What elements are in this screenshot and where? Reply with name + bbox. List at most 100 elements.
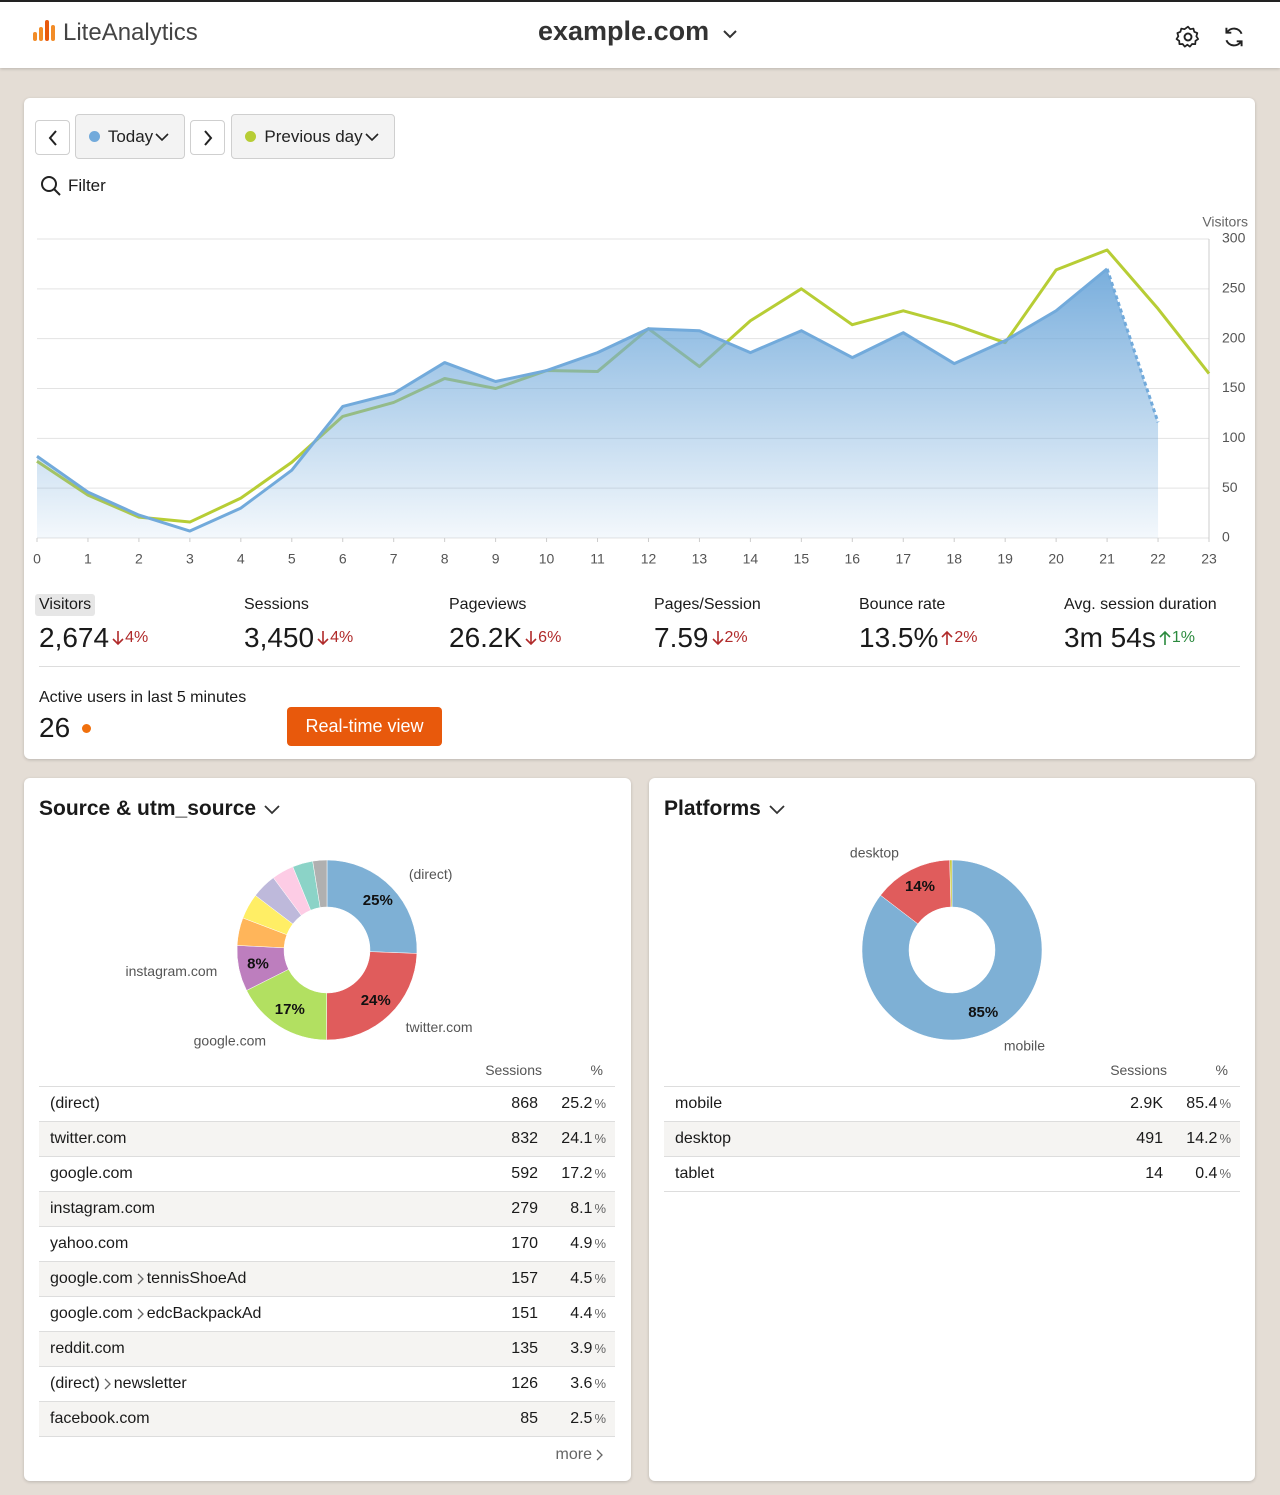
source-title[interactable]: Source & utm_source [39, 797, 284, 821]
metric-label: Pageviews [449, 596, 527, 613]
sessions-cell: 157 [511, 1270, 538, 1287]
row-name: (direct) newsletter [50, 1375, 187, 1393]
percent-value: 8.1 [570, 1200, 593, 1217]
percent-value: 4.9 [570, 1235, 593, 1252]
refresh-button[interactable] [1221, 24, 1247, 50]
divider [39, 666, 1240, 667]
name-part: tennisShoeAd [146, 1270, 247, 1287]
slice-value-label: 14% [905, 878, 935, 895]
arrow [317, 631, 329, 646]
chevron-right [203, 129, 212, 146]
percent-unit: % [1219, 1131, 1231, 1146]
arrow [711, 631, 724, 646]
name-part: google.com [50, 1165, 133, 1182]
x-tick-label: 16 [845, 551, 861, 567]
sessions-cell: 868 [511, 1095, 538, 1112]
row-name: (direct) [50, 1095, 100, 1113]
active-value-row: 26 [39, 712, 92, 744]
realtime-button[interactable]: Real-time view [287, 707, 442, 746]
percent-value: 17.2 [561, 1165, 593, 1182]
donut-slice [861, 859, 1043, 1041]
x-tick-label: 5 [288, 551, 296, 567]
compare-label: Previous day [264, 126, 363, 146]
table-row: mobile 2.9K 85.4% [664, 1086, 1240, 1121]
percent-value: 85.4 [1186, 1095, 1218, 1112]
donut-slice [326, 951, 418, 1041]
row-name: facebook.com [50, 1410, 150, 1428]
series-dot [88, 131, 100, 142]
x-tick-label: 22 [1150, 551, 1166, 567]
metric: Pages/Session 7.59 2% [654, 594, 859, 654]
metric-label: Bounce rate [859, 596, 946, 613]
percent-unit: % [594, 1201, 606, 1216]
next-period-button[interactable] [190, 120, 225, 155]
percent-value: 24.1 [561, 1130, 593, 1147]
slice-value-label: 8% [247, 955, 269, 972]
chevron [264, 805, 280, 815]
percent-unit: % [594, 1411, 606, 1426]
x-tick-label: 7 [390, 551, 398, 567]
table-row: facebook.com 85 2.5% [39, 1401, 615, 1436]
name-part: desktop [675, 1130, 732, 1147]
sessions-cell: 2.9K [1130, 1095, 1163, 1112]
metric-label: Visitors [35, 594, 96, 616]
metric-change: 1% [1171, 629, 1195, 646]
metric-value-row: 13.5% 2% [859, 622, 1064, 654]
percent-value: 4.4 [570, 1305, 593, 1322]
percent-cell: 3.6% [570, 1375, 606, 1393]
y-tick-label: 100 [1222, 429, 1246, 445]
name-part: tablet [675, 1165, 715, 1182]
name-part: google.com [50, 1305, 133, 1322]
site-selector[interactable]: example.com [538, 16, 710, 46]
trend-arrow [112, 631, 124, 646]
arrow [112, 631, 124, 646]
metric: Avg. session duration 3m 54s 1% [1064, 594, 1269, 654]
logo-icon [33, 20, 55, 41]
compare-selector[interactable]: Previous day [231, 114, 395, 159]
metric-value-row: 7.59 2% [654, 622, 859, 654]
y-tick-label: 300 [1222, 230, 1246, 246]
percent-unit: % [594, 1131, 606, 1146]
trend-arrow [941, 630, 953, 645]
table-row: twitter.com 832 24.1% [39, 1121, 615, 1156]
name-part: mobile [675, 1095, 723, 1112]
percent-value: 0.4 [1195, 1165, 1218, 1182]
more-link[interactable]: more [556, 1446, 606, 1464]
sessions-cell: 279 [511, 1200, 538, 1217]
table-row: instagram.com 279 8.1% [39, 1191, 615, 1226]
metric-value-row: 26.2K 6% [449, 622, 654, 654]
chevron-path [137, 1273, 144, 1285]
x-tick-label: 15 [794, 551, 810, 567]
platforms-title[interactable]: Platforms [664, 797, 789, 821]
period-selector[interactable]: Today [75, 114, 185, 159]
x-tick-label: 20 [1048, 551, 1064, 567]
area [37, 268, 1159, 538]
slice-value-label: 17% [275, 1001, 305, 1018]
prev-period-button[interactable] [35, 120, 70, 155]
chevron-left [48, 129, 57, 146]
settings-button[interactable] [1175, 24, 1201, 50]
percent-unit: % [1219, 1166, 1231, 1181]
table-row: desktop 491 14.2% [664, 1121, 1240, 1156]
table-end [664, 1191, 1240, 1192]
y-tick-label: 150 [1222, 379, 1246, 395]
arrow [525, 631, 537, 646]
table-row: (direct) newsletter 126 3.6% [39, 1366, 615, 1401]
chevron [104, 1378, 111, 1390]
row-name: instagram.com [50, 1200, 155, 1218]
metric-value-row: 3m 54s 1% [1064, 622, 1269, 654]
search-icon [41, 176, 61, 196]
donut-slice [949, 859, 953, 908]
top-bar: LiteAnalytics example.com [0, 0, 1280, 68]
x-tick-label: 8 [441, 551, 449, 567]
column-header: Sessions [485, 1062, 542, 1078]
sessions-cell: 832 [511, 1130, 538, 1147]
name-part: instagram.com [50, 1200, 155, 1217]
x-tick-label: 17 [895, 551, 911, 567]
slice-category-label: mobile [1004, 1038, 1045, 1054]
series-dot [245, 131, 257, 142]
x-tick-label: 9 [492, 551, 500, 567]
active-value: 26 [39, 712, 71, 743]
filter-button[interactable]: Filter [40, 175, 106, 197]
